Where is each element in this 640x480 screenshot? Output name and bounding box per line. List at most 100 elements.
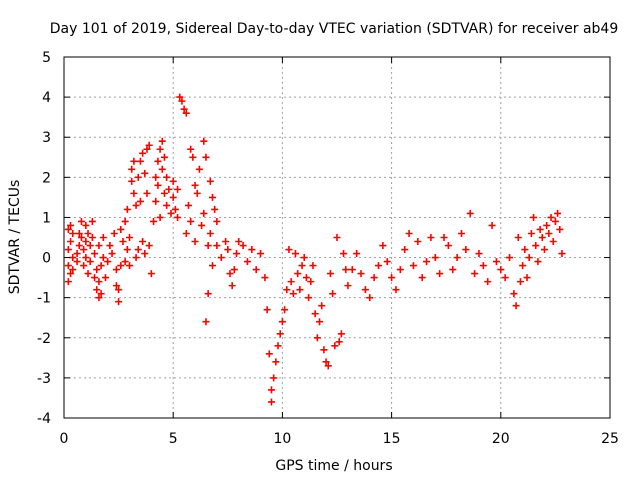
data-point-marker (388, 274, 396, 282)
data-point-marker (99, 254, 107, 262)
y-tick-label: -1 (37, 291, 51, 307)
data-point-marker (99, 234, 107, 241)
data-point-marker (123, 246, 131, 254)
data-point-marker (154, 157, 162, 165)
data-point-marker (545, 229, 553, 237)
data-point-marker (84, 270, 92, 278)
data-point-marker (392, 286, 400, 294)
data-point-marker (213, 242, 221, 250)
y-tick-label: 5 (42, 50, 51, 66)
data-point-marker (91, 250, 99, 258)
data-point-marker (257, 250, 265, 258)
data-point-marker (174, 213, 182, 221)
data-point-marker (64, 246, 72, 254)
data-point-marker (488, 221, 496, 229)
data-point-marker (558, 250, 566, 258)
data-point-marker (174, 185, 182, 193)
grid-lines (64, 57, 610, 418)
data-point-marker (163, 173, 171, 181)
data-point-marker (163, 201, 171, 209)
y-tick-label: 0 (42, 251, 51, 267)
data-point-marker (538, 234, 546, 241)
data-point-marker (93, 286, 101, 294)
data-point-marker (95, 278, 103, 286)
data-point-marker (540, 246, 548, 254)
data-point-marker (379, 242, 387, 250)
data-point-marker (506, 254, 514, 262)
data-point-marker (457, 229, 465, 237)
axis-ticks (63, 56, 611, 419)
data-point-marker (143, 145, 151, 153)
data-point-marker (115, 286, 123, 294)
data-point-marker (547, 213, 555, 221)
data-point-marker (69, 266, 77, 274)
data-point-marker (366, 294, 374, 302)
x-tick-label: 20 (492, 431, 510, 447)
data-point-marker (189, 153, 197, 161)
data-point-marker (182, 229, 190, 237)
data-point-marker (348, 266, 356, 274)
data-point-marker (156, 145, 164, 153)
data-point-marker (67, 270, 75, 278)
data-point-marker (82, 221, 90, 229)
data-point-marker (84, 229, 92, 237)
data-point-marker (64, 225, 72, 233)
data-point-marker (82, 238, 90, 246)
data-point-marker (128, 177, 136, 185)
data-point-marker (130, 189, 138, 197)
data-point-marker (91, 274, 99, 282)
data-point-marker (112, 282, 120, 290)
data-point-marker (141, 250, 149, 258)
data-point-marker (67, 238, 75, 246)
data-point-marker (326, 270, 334, 278)
data-point-marker (95, 242, 103, 250)
data-point-marker (396, 266, 404, 274)
data-point-marker (200, 137, 208, 145)
data-point-marker (316, 318, 324, 326)
x-tick-label: 0 (60, 431, 69, 447)
data-point-marker (176, 93, 184, 101)
data-point-marker (117, 262, 125, 270)
data-point-marker (180, 105, 188, 113)
data-point-marker (171, 205, 179, 213)
data-point-marker (357, 270, 365, 278)
data-point-marker (82, 254, 90, 262)
data-point-marker (121, 258, 129, 266)
data-point-marker (519, 262, 527, 270)
data-point-marker (276, 330, 284, 338)
data-point-marker (121, 217, 129, 225)
data-point-marker (313, 334, 321, 342)
data-point-marker (444, 242, 452, 250)
data-point-marker (361, 286, 369, 294)
data-point-marker (139, 149, 147, 157)
data-point-marker (77, 234, 85, 241)
data-point-marker (337, 330, 345, 338)
data-point-marker (187, 145, 195, 153)
data-point-marker (551, 217, 559, 225)
data-point-marker (202, 153, 210, 161)
data-point-marker (112, 266, 120, 274)
data-point-marker (97, 262, 105, 270)
data-point-marker (270, 374, 278, 382)
data-point-marker (198, 221, 206, 229)
x-tick-label: 25 (601, 431, 619, 447)
data-point-marker (178, 97, 186, 105)
data-point-marker (86, 242, 94, 250)
data-point-marker (272, 358, 280, 366)
data-point-marker (224, 246, 232, 254)
data-point-marker (106, 242, 114, 250)
data-point-marker (152, 173, 160, 181)
data-point-marker (211, 205, 219, 213)
data-point-marker (239, 242, 247, 250)
data-point-marker (265, 350, 273, 358)
data-point-marker (97, 290, 105, 298)
data-point-marker (274, 342, 282, 350)
data-point-marker (134, 173, 142, 181)
data-point-marker (462, 246, 470, 254)
data-point-marker (204, 242, 212, 250)
data-point-marker (193, 189, 201, 197)
data-point-marker (169, 177, 177, 185)
data-point-marker (145, 141, 153, 149)
plot-area-frame (63, 56, 611, 419)
data-point-marker (209, 193, 217, 201)
